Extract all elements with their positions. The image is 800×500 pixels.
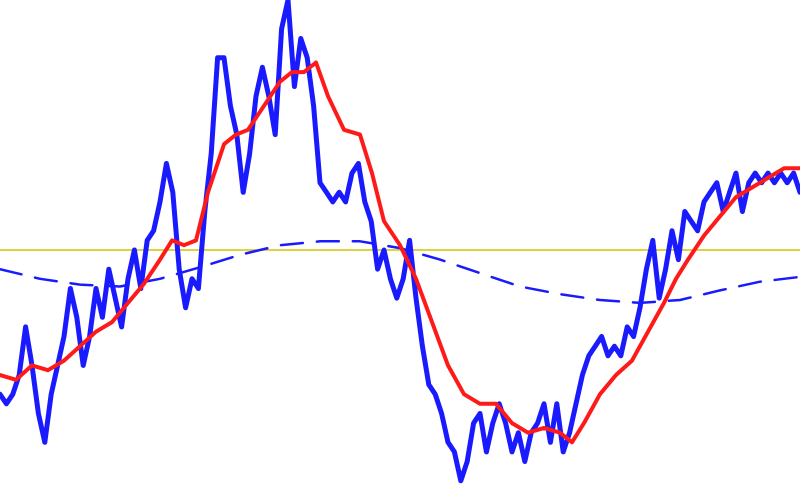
series-line-smoothed [0,60,800,445]
series-line-raw [0,0,800,484]
